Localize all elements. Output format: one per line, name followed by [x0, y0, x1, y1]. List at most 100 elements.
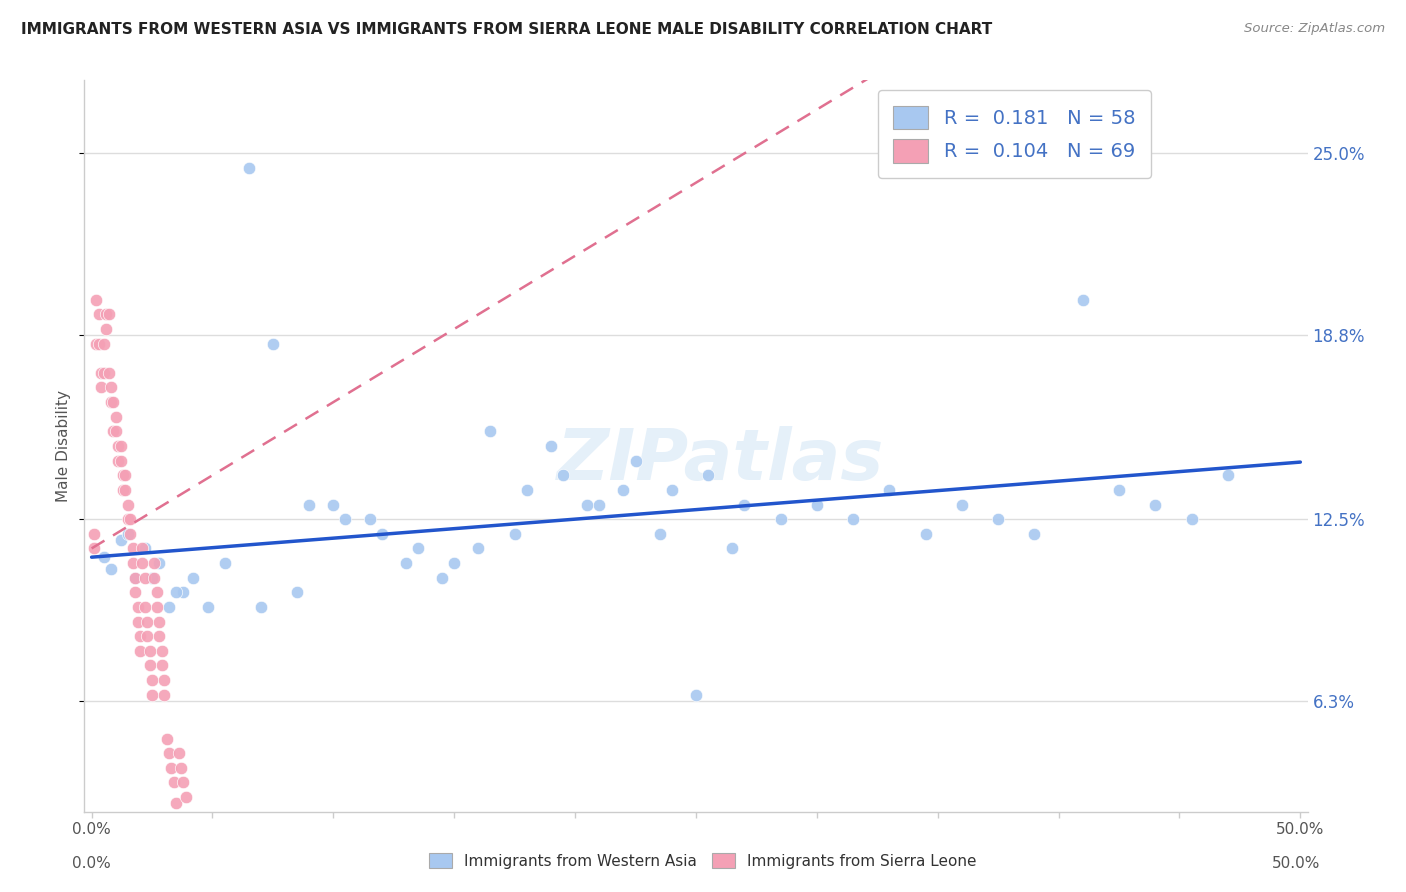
Point [359, 512, 381, 526]
Point [136, 629, 159, 643]
Point [97, 366, 120, 380]
Point [540, 439, 562, 453]
Point [117, 526, 139, 541]
Point [143, 556, 166, 570]
Point [121, 541, 143, 556]
Point [103, 425, 125, 439]
Point [97, 307, 120, 321]
Point [165, 796, 187, 810]
Point [576, 498, 599, 512]
Point [134, 571, 156, 585]
Point [516, 483, 538, 497]
Point [298, 498, 321, 512]
Point [335, 512, 357, 526]
Point [129, 629, 152, 643]
Point [93, 366, 115, 380]
Point [322, 498, 344, 512]
Point [127, 615, 149, 629]
Point [100, 380, 122, 394]
Point [685, 688, 707, 702]
Point [90, 380, 112, 394]
Point [172, 775, 194, 789]
Point [94, 322, 117, 336]
Point [112, 483, 135, 497]
Point [117, 512, 139, 526]
Point [443, 556, 465, 570]
Point [1216, 468, 1239, 483]
Legend: R =  0.181   N = 58, R =  0.104   N = 69: R = 0.181 N = 58, R = 0.104 N = 69 [877, 90, 1152, 178]
Point [153, 673, 176, 687]
Point [197, 599, 219, 614]
Point [110, 533, 132, 547]
Point [879, 483, 901, 497]
Point [141, 673, 163, 687]
Point [148, 629, 170, 643]
Point [987, 512, 1010, 526]
Point [93, 550, 115, 565]
Text: 50.0%: 50.0% [1271, 855, 1320, 871]
Point [110, 439, 132, 453]
Point [100, 562, 122, 576]
Point [950, 498, 973, 512]
Point [87, 307, 110, 321]
Point [127, 599, 149, 614]
Point [134, 541, 156, 556]
Point [163, 775, 186, 789]
Point [146, 599, 169, 614]
Point [1180, 512, 1202, 526]
Point [121, 556, 143, 570]
Point [503, 526, 526, 541]
Point [612, 483, 634, 497]
Point [114, 483, 136, 497]
Legend: Immigrants from Western Asia, Immigrants from Sierra Leone: Immigrants from Western Asia, Immigrants… [429, 853, 977, 869]
Point [86, 336, 108, 351]
Point [395, 556, 418, 570]
Point [1024, 526, 1046, 541]
Point [588, 498, 610, 512]
Point [86, 293, 108, 307]
Point [150, 644, 173, 658]
Point [141, 688, 163, 702]
Point [1144, 498, 1167, 512]
Point [648, 526, 671, 541]
Point [842, 512, 865, 526]
Point [661, 483, 683, 497]
Point [129, 644, 152, 658]
Point [170, 761, 193, 775]
Point [134, 599, 156, 614]
Point [120, 526, 142, 541]
Point [150, 658, 173, 673]
Point [262, 336, 284, 351]
Text: 0.0%: 0.0% [72, 855, 111, 871]
Point [100, 395, 122, 409]
Point [87, 336, 110, 351]
Point [157, 599, 180, 614]
Point [93, 336, 115, 351]
Point [114, 468, 136, 483]
Point [124, 585, 146, 599]
Point [370, 526, 392, 541]
Point [721, 541, 744, 556]
Text: ZIPatlas: ZIPatlas [557, 426, 884, 495]
Point [165, 585, 187, 599]
Point [167, 746, 190, 760]
Point [430, 571, 453, 585]
Text: Source: ZipAtlas.com: Source: ZipAtlas.com [1244, 22, 1385, 36]
Point [110, 453, 132, 467]
Point [131, 541, 153, 556]
Point [157, 746, 180, 760]
Point [136, 615, 159, 629]
Point [148, 556, 170, 570]
Point [406, 541, 429, 556]
Point [551, 468, 574, 483]
Point [467, 541, 489, 556]
Point [104, 409, 127, 424]
Point [733, 498, 755, 512]
Point [138, 644, 160, 658]
Point [138, 658, 160, 673]
Point [83, 526, 105, 541]
Point [107, 453, 129, 467]
Point [117, 498, 139, 512]
Point [697, 468, 720, 483]
Point [112, 468, 135, 483]
